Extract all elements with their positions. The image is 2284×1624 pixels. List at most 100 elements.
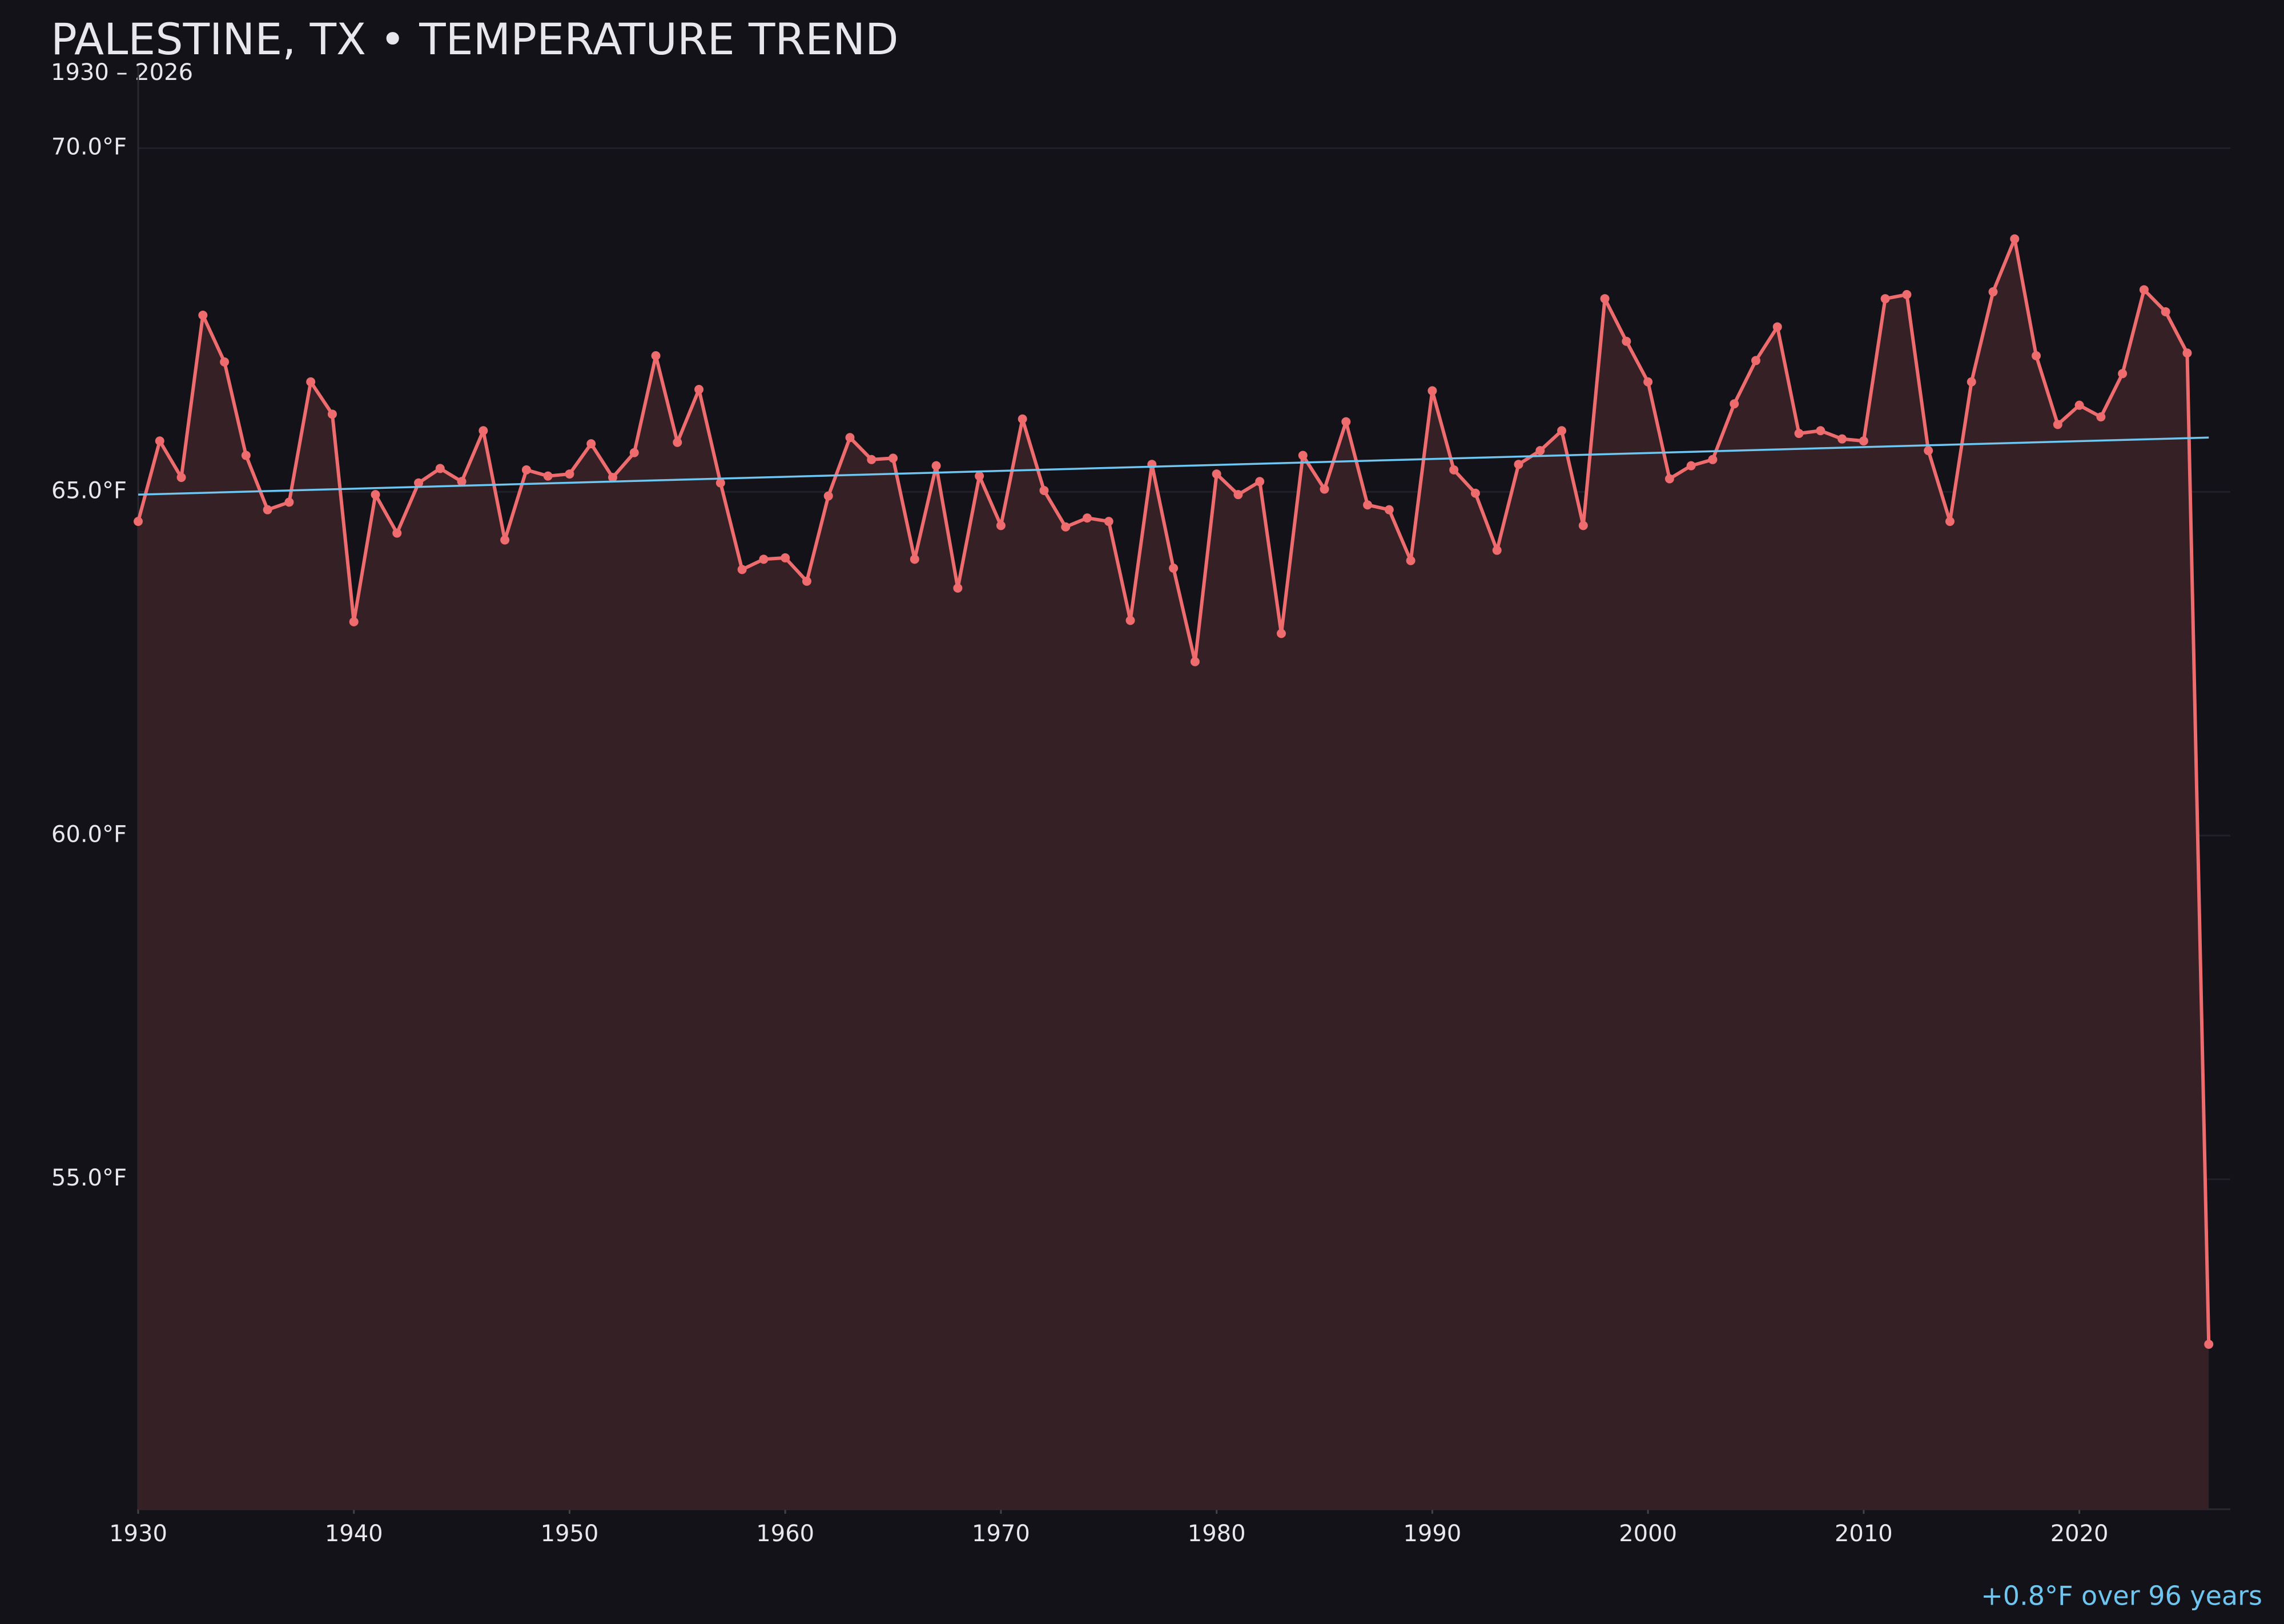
data-point xyxy=(414,478,424,488)
data-point xyxy=(1233,490,1243,500)
data-point xyxy=(371,490,380,500)
data-point xyxy=(1061,522,1071,532)
trend-line xyxy=(138,436,2209,496)
data-point xyxy=(1751,356,1760,365)
data-point xyxy=(134,517,143,526)
data-point xyxy=(931,461,941,471)
x-tick-label: 2020 xyxy=(2050,1521,2109,1547)
data-point xyxy=(1104,517,1113,526)
data-point xyxy=(1772,322,1782,332)
data-point xyxy=(176,473,186,483)
data-point xyxy=(1816,426,1825,436)
area xyxy=(138,239,2209,1510)
data-point xyxy=(349,617,359,626)
data-point xyxy=(1363,500,1373,510)
data-point xyxy=(565,469,574,479)
data-point xyxy=(500,535,510,545)
data-point xyxy=(1708,455,1718,464)
data-point xyxy=(155,436,164,446)
data-point xyxy=(1837,434,1847,444)
data-point xyxy=(2118,369,2128,379)
x-tick-label: 1940 xyxy=(325,1521,383,1547)
data-point xyxy=(2053,420,2062,429)
y-tick-label: 65.0°F xyxy=(51,477,127,504)
x-tick-label: 1980 xyxy=(1188,1521,1246,1547)
data-point xyxy=(586,439,596,449)
data-point xyxy=(220,357,230,367)
x-tick-label: 2000 xyxy=(1619,1521,1677,1547)
data-point xyxy=(1686,461,1696,471)
y-tick-label: 55.0°F xyxy=(51,1165,127,1191)
data-point xyxy=(651,351,661,361)
data-point xyxy=(1902,290,1912,299)
data-point xyxy=(1169,563,1179,573)
data-point xyxy=(1276,629,1286,638)
data-point xyxy=(1578,521,1588,530)
data-point xyxy=(2139,285,2149,295)
data-point xyxy=(996,521,1006,530)
data-point xyxy=(1643,377,1653,387)
data-point xyxy=(1449,465,1459,475)
data-point xyxy=(1794,429,1804,439)
data-point xyxy=(1622,336,1631,346)
data-point xyxy=(1018,414,1027,424)
data-point xyxy=(2010,234,2020,244)
data-point xyxy=(802,576,811,586)
data-point xyxy=(284,497,294,507)
data-point xyxy=(2182,348,2192,358)
data-point xyxy=(1859,436,1868,446)
data-point xyxy=(1967,377,1976,387)
trend-annotation: +0.8°F over 96 years xyxy=(1981,1581,2262,1611)
data-point xyxy=(608,473,618,483)
data-point xyxy=(1557,426,1567,436)
data-point xyxy=(1255,477,1265,487)
data-point xyxy=(1535,446,1545,456)
data-point xyxy=(1600,294,1610,304)
data-point xyxy=(2204,1340,2214,1349)
x-tick-label: 1990 xyxy=(1403,1521,1461,1547)
data-point xyxy=(910,554,919,564)
x-tick-label: 1950 xyxy=(541,1521,599,1547)
data-point xyxy=(1427,386,1437,396)
data-point xyxy=(1514,460,1523,469)
data-point xyxy=(241,451,251,460)
data-point xyxy=(759,554,769,564)
data-point xyxy=(2074,400,2084,410)
data-point xyxy=(823,491,833,501)
data-point xyxy=(543,471,553,481)
data-point xyxy=(392,528,402,538)
data-point xyxy=(1125,616,1135,625)
data-point xyxy=(1298,451,1308,460)
data-point xyxy=(1320,484,1329,494)
data-point xyxy=(263,505,272,514)
data-point xyxy=(1039,485,1049,495)
data-point xyxy=(1988,287,1998,297)
x-tick-label: 1930 xyxy=(109,1521,167,1547)
data-point xyxy=(478,426,488,436)
data-point xyxy=(1880,294,1890,304)
data-point xyxy=(1945,517,1955,526)
data-point xyxy=(781,553,790,562)
data-point xyxy=(2032,351,2041,361)
data-point xyxy=(1384,505,1394,514)
chart-title: PALESTINE, TX • TEMPERATURE TREND xyxy=(51,14,899,65)
data-point xyxy=(457,477,467,487)
data-point xyxy=(306,377,316,387)
data-point xyxy=(1924,446,1933,456)
data-point xyxy=(1190,657,1200,666)
data-point xyxy=(715,478,725,488)
data-point xyxy=(1341,417,1351,427)
data-point xyxy=(694,384,704,394)
data-point xyxy=(737,565,747,574)
chart-subtitle: 1930 – 2026 xyxy=(51,59,193,86)
x-tick-label: 1970 xyxy=(972,1521,1030,1547)
data-point xyxy=(521,465,531,475)
data-point xyxy=(2161,307,2170,316)
y-tick-label: 70.0°F xyxy=(51,134,127,160)
data-point xyxy=(2096,412,2106,422)
data-point xyxy=(198,310,208,320)
data-point xyxy=(1083,513,1092,523)
data-point xyxy=(1406,556,1416,565)
